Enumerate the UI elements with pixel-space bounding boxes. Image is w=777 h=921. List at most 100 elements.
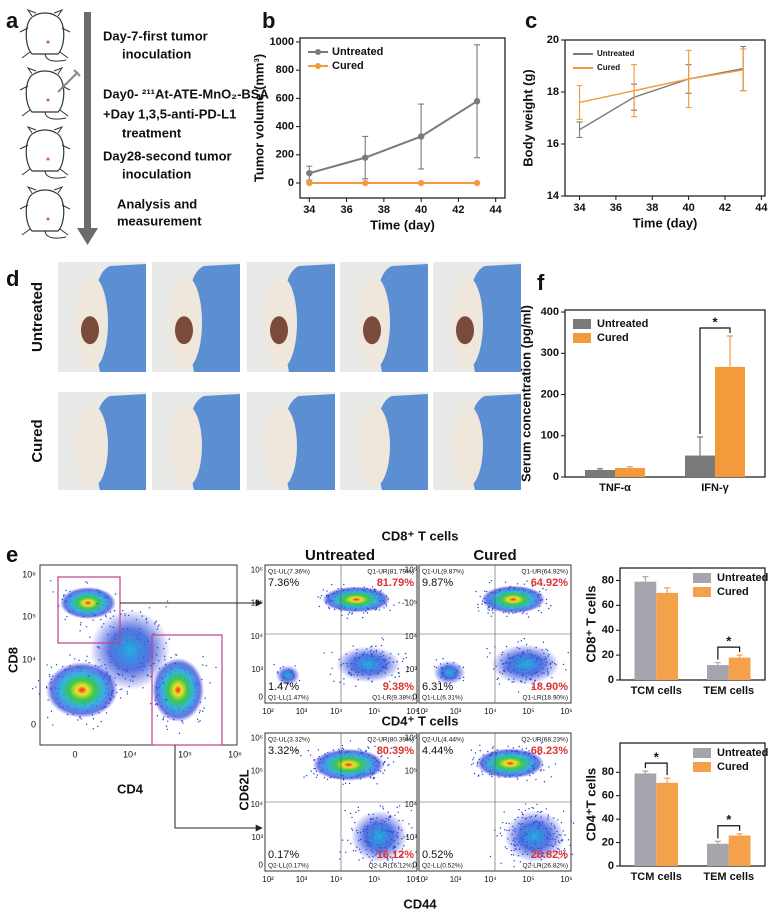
mouse-ears [26, 66, 64, 75]
event-dot [296, 749, 298, 752]
event-dot [377, 752, 379, 755]
event-dot [300, 754, 302, 757]
event-dot [307, 749, 310, 752]
error-bar [597, 468, 603, 470]
plot-frame [299, 37, 506, 199]
density-blob [481, 585, 546, 614]
event-dot [479, 750, 481, 752]
event-dot [392, 761, 395, 763]
y-tick-label: 60 [602, 599, 614, 611]
event-dot [368, 747, 370, 749]
event-dot [491, 775, 493, 778]
event-dot [319, 597, 322, 599]
significance-mark: * [654, 750, 660, 765]
event-dot [119, 697, 122, 699]
quadrant-label: Q1-UL(7.36%) [268, 569, 310, 576]
quadrant-label: Q2-UR(68.23%) [521, 737, 568, 744]
quadrant-label: Q1-UL(9.87%) [422, 569, 464, 576]
tumor [456, 316, 474, 345]
event-dot [499, 832, 502, 835]
event-dot [215, 666, 217, 669]
event-dot [342, 783, 344, 786]
tumor-dot [46, 217, 50, 221]
event-dot [199, 720, 201, 722]
event-dot [355, 685, 357, 688]
y-tick-label: 400 [276, 121, 294, 133]
event-dot [397, 862, 400, 864]
event-dot [100, 619, 102, 621]
y-tick-label: 10⁶ [22, 569, 36, 579]
quadrant-percent: 3.32% [268, 745, 299, 757]
event-dot [378, 584, 381, 587]
mouse [358, 404, 390, 488]
legend-swatch [573, 333, 591, 343]
error-bar [714, 661, 721, 666]
mouse [170, 404, 202, 488]
event-dot [571, 853, 574, 855]
event-dot [309, 754, 312, 756]
glove [468, 394, 521, 490]
event-dot [471, 763, 473, 766]
event-dot [518, 808, 520, 811]
event-dot [398, 805, 401, 807]
event-dot [404, 599, 406, 601]
event-dot [539, 753, 541, 756]
x-tick-label: 34 [303, 204, 316, 216]
event-dot [162, 719, 164, 721]
glove [375, 264, 428, 372]
event-dot [372, 778, 375, 780]
event-dot [479, 744, 481, 747]
event-dot [536, 803, 538, 806]
event-dot [510, 853, 513, 856]
density-blob [60, 587, 116, 619]
panel-label: a [6, 8, 19, 33]
event-dot [341, 744, 344, 747]
density-blob [491, 644, 560, 685]
event-dot [391, 859, 394, 861]
section-title: CD8⁺ T cells [382, 528, 459, 543]
event-dot [474, 752, 477, 754]
tumor [175, 316, 193, 345]
data-point [473, 179, 481, 187]
event-dot [519, 861, 522, 863]
x-tick-label: 0 [72, 749, 77, 759]
event-dot [502, 821, 504, 824]
event-dot [105, 712, 108, 714]
y-tick-label: 0 [413, 693, 418, 702]
y-tick-label: 10⁴ [22, 654, 36, 664]
bar [615, 467, 645, 477]
event-dot [388, 763, 390, 766]
mouse-icon [19, 66, 81, 120]
event-dot [398, 602, 400, 604]
event-dot [380, 644, 383, 647]
x-tick-label: 10² [262, 707, 274, 716]
event-dot [397, 811, 399, 813]
event-dot [100, 720, 102, 723]
bar [728, 657, 751, 680]
glove [187, 264, 240, 372]
event-dot [488, 581, 491, 584]
event-dot [545, 602, 548, 605]
event-dot [48, 673, 51, 676]
event-dot [343, 583, 345, 586]
event-dot [362, 612, 365, 614]
y-tick-label: 20 [547, 34, 559, 46]
event-dot [317, 596, 319, 598]
event-dot [376, 783, 378, 785]
event-dot [339, 851, 341, 853]
event-dot [178, 732, 181, 734]
x-tick-label: TNF-α [599, 482, 631, 494]
y-tick-label: 10⁴ [405, 800, 418, 809]
glove [93, 394, 146, 490]
event-dot [537, 609, 540, 612]
event-dot [408, 823, 410, 825]
event-dot [351, 816, 353, 819]
event-dot [366, 612, 369, 614]
y-axis-label: CD8⁺ T cells [583, 586, 598, 663]
event-dot [401, 660, 404, 663]
panel-label: c [525, 8, 537, 33]
event-dot [542, 641, 545, 643]
gate [57, 576, 121, 644]
event-dot [564, 834, 566, 836]
event-dot [490, 579, 493, 582]
